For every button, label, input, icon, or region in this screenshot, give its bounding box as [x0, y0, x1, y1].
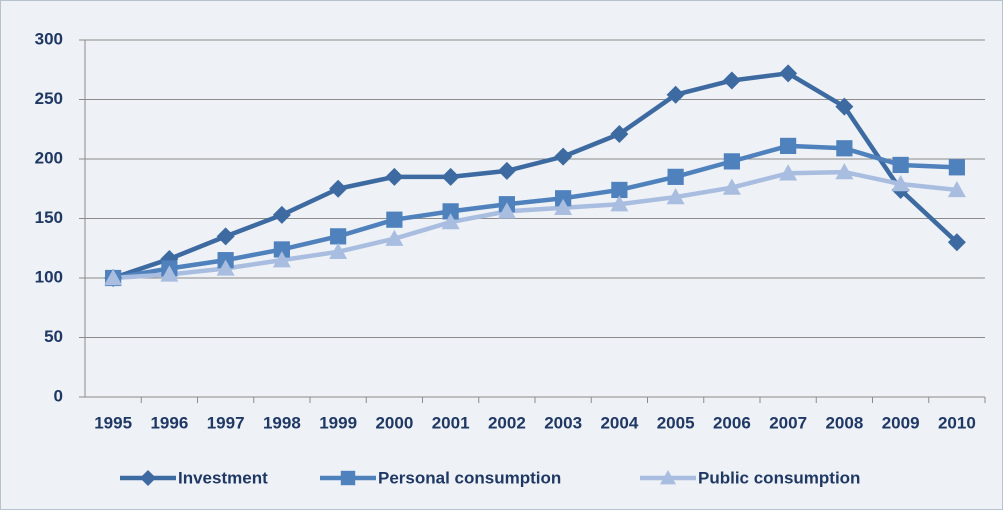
x-tick-label: 1998: [263, 413, 301, 432]
marker: [947, 233, 966, 252]
marker: [836, 140, 853, 157]
marker: [386, 211, 403, 228]
y-tick-label: 0: [54, 386, 63, 405]
marker: [216, 227, 235, 246]
marker: [835, 163, 854, 180]
marker: [442, 203, 459, 220]
y-tick-label: 200: [35, 148, 63, 167]
series-line: [112, 169, 958, 281]
x-tick-label: 2008: [825, 413, 863, 432]
marker: [104, 269, 123, 286]
x-tick-label: 2007: [769, 413, 807, 432]
marker: [722, 178, 741, 195]
x-tick-label: 2003: [544, 413, 582, 432]
y-tick-label: 100: [35, 267, 63, 286]
marker: [610, 125, 629, 144]
x-tick-label: 2006: [713, 413, 751, 432]
marker: [610, 195, 629, 212]
y-tick-label: 50: [44, 327, 63, 346]
marker: [272, 205, 291, 224]
marker: [385, 229, 404, 246]
legend-label: Personal consumption: [378, 468, 561, 487]
legend-label: Public consumption: [698, 468, 860, 487]
x-tick-label: 2010: [938, 413, 976, 432]
marker: [330, 228, 347, 245]
marker: [722, 71, 741, 90]
series-line: [112, 143, 957, 281]
marker: [779, 64, 798, 83]
legend-marker: [340, 470, 356, 486]
legend-marker: [140, 470, 156, 486]
marker: [554, 198, 573, 215]
legend-marker: [660, 470, 676, 485]
x-tick-label: 2002: [488, 413, 526, 432]
marker: [555, 190, 572, 207]
x-tick-label: 2009: [882, 413, 920, 432]
x-tick-label: 2004: [600, 413, 638, 432]
marker: [835, 97, 854, 116]
marker: [441, 213, 460, 230]
marker: [497, 202, 516, 219]
marker: [666, 85, 685, 104]
series-line: [112, 71, 959, 281]
marker: [273, 241, 290, 258]
x-tick-label: 2000: [375, 413, 413, 432]
marker: [554, 147, 573, 166]
marker: [780, 137, 797, 155]
marker: [611, 181, 628, 199]
marker: [891, 174, 910, 192]
x-tick-label: 1997: [207, 413, 245, 432]
x-tick-label: 1996: [150, 413, 188, 432]
marker: [723, 153, 740, 170]
marker: [666, 188, 685, 205]
y-tick-label: 150: [35, 208, 63, 227]
marker: [667, 168, 684, 185]
marker: [385, 167, 404, 186]
y-tick-label: 300: [35, 29, 63, 48]
x-tick-label: 1999: [319, 413, 357, 432]
x-tick-label: 2001: [432, 413, 470, 432]
marker: [892, 156, 909, 174]
marker: [329, 242, 348, 260]
marker: [948, 159, 965, 176]
marker: [441, 167, 460, 186]
y-tick-label: 250: [35, 89, 63, 108]
legend-label: Investment: [178, 468, 268, 487]
marker: [216, 259, 235, 276]
marker: [947, 180, 966, 198]
marker: [779, 164, 798, 181]
marker: [272, 251, 291, 268]
x-tick-label: 1995: [94, 413, 132, 432]
marker: [497, 161, 516, 180]
marker: [160, 265, 179, 282]
x-tick-label: 2005: [657, 413, 695, 432]
marker: [329, 179, 348, 198]
